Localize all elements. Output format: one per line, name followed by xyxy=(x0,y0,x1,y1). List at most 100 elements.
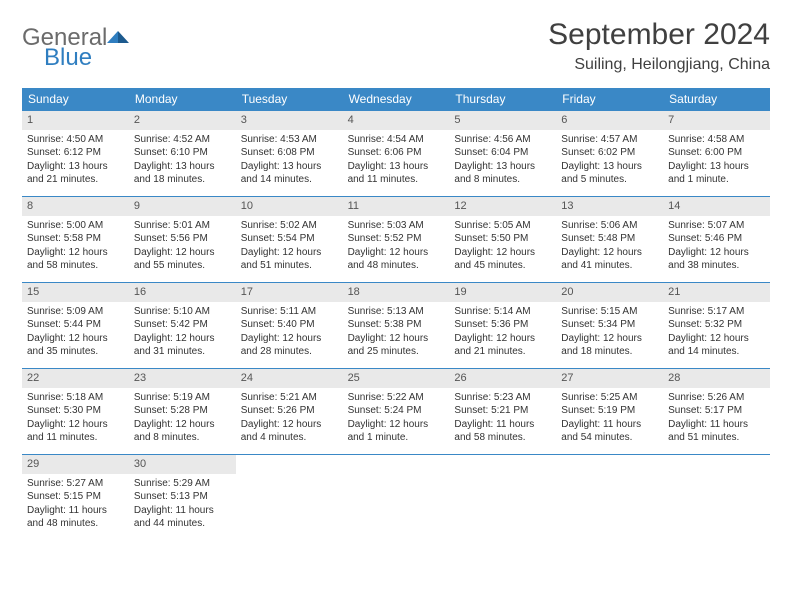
calendar-cell: 24Sunrise: 5:21 AMSunset: 5:26 PMDayligh… xyxy=(236,368,343,454)
sunset-text: Sunset: 5:30 PM xyxy=(27,404,124,418)
sunset-text: Sunset: 5:40 PM xyxy=(241,318,338,332)
sunset-text: Sunset: 5:24 PM xyxy=(348,404,445,418)
daylight-text: Daylight: 12 hours and 45 minutes. xyxy=(454,246,551,273)
daylight-text: Daylight: 13 hours and 14 minutes. xyxy=(241,160,338,187)
location: Suiling, Heilongjiang, China xyxy=(548,56,770,74)
sunrise-text: Sunrise: 4:57 AM xyxy=(561,133,658,147)
sunset-text: Sunset: 5:36 PM xyxy=(454,318,551,332)
sunset-text: Sunset: 5:17 PM xyxy=(668,404,765,418)
day-number: 11 xyxy=(343,197,450,216)
sunset-text: Sunset: 5:58 PM xyxy=(27,232,124,246)
day-number: 28 xyxy=(663,369,770,388)
day-number: 6 xyxy=(556,111,663,130)
daylight-text: Daylight: 12 hours and 11 minutes. xyxy=(27,418,124,445)
sunset-text: Sunset: 5:32 PM xyxy=(668,318,765,332)
day-number: 23 xyxy=(129,369,236,388)
daylight-text: Daylight: 11 hours and 58 minutes. xyxy=(454,418,551,445)
cell-body: Sunrise: 5:03 AMSunset: 5:52 PMDaylight:… xyxy=(343,218,450,279)
sunrise-text: Sunrise: 5:17 AM xyxy=(668,305,765,319)
day-number: 27 xyxy=(556,369,663,388)
cell-body: Sunrise: 5:23 AMSunset: 5:21 PMDaylight:… xyxy=(449,390,556,451)
sunrise-text: Sunrise: 5:27 AM xyxy=(27,477,124,491)
sunrise-text: Sunrise: 5:11 AM xyxy=(241,305,338,319)
sunset-text: Sunset: 5:21 PM xyxy=(454,404,551,418)
day-number: 20 xyxy=(556,283,663,302)
empty-cell xyxy=(449,454,556,540)
sunset-text: Sunset: 5:38 PM xyxy=(348,318,445,332)
calendar-cell: 23 Sunrise: 5:19 AMSunset: 5:28 PMDayligh… xyxy=(129,368,236,454)
day-number: 9 xyxy=(129,197,236,216)
day-number: 26 xyxy=(449,369,556,388)
day-number: 29 xyxy=(22,455,129,474)
sunrise-text: Sunrise: 5:05 AM xyxy=(454,219,551,233)
calendar-cell: 22Sunrise: 5:18 AMSunset: 5:30 PMDayligh… xyxy=(22,368,129,454)
sunrise-text: Sunrise: 5:26 AM xyxy=(668,391,765,405)
sunrise-text: Sunrise: 5:19 AM xyxy=(134,391,231,405)
daylight-text: Daylight: 11 hours and 54 minutes. xyxy=(561,418,658,445)
sunset-text: Sunset: 6:00 PM xyxy=(668,146,765,160)
day-number: 17 xyxy=(236,283,343,302)
day-number: 22 xyxy=(22,369,129,388)
daylight-text: Daylight: 12 hours and 1 minute. xyxy=(348,418,445,445)
sunrise-text: Sunrise: 5:10 AM xyxy=(134,305,231,319)
daylight-text: Daylight: 12 hours and 41 minutes. xyxy=(561,246,658,273)
calendar-cell: 6Sunrise: 4:57 AMSunset: 6:02 PMDaylight… xyxy=(556,110,663,196)
day-header: Friday xyxy=(556,88,663,110)
day-number: 15 xyxy=(22,283,129,302)
month-title: September 2024 xyxy=(548,18,770,52)
sunset-text: Sunset: 5:54 PM xyxy=(241,232,338,246)
sunset-text: Sunset: 5:50 PM xyxy=(454,232,551,246)
daylight-text: Daylight: 12 hours and 4 minutes. xyxy=(241,418,338,445)
sunset-text: Sunset: 6:08 PM xyxy=(241,146,338,160)
cell-body: Sunrise: 4:52 AMSunset: 6:10 PMDaylight:… xyxy=(129,132,236,193)
empty-cell xyxy=(556,454,663,540)
sunset-text: Sunset: 5:52 PM xyxy=(348,232,445,246)
day-header: Thursday xyxy=(449,88,556,110)
calendar-cell: 14Sunrise: 5:07 AMSunset: 5:46 PMDayligh… xyxy=(663,196,770,282)
calendar-cell: 28Sunrise: 5:26 AMSunset: 5:17 PMDayligh… xyxy=(663,368,770,454)
calendar-cell: 25Sunrise: 5:22 AMSunset: 5:24 PMDayligh… xyxy=(343,368,450,454)
sunrise-text: Sunrise: 5:22 AM xyxy=(348,391,445,405)
cell-body: Sunrise: 4:56 AMSunset: 6:04 PMDaylight:… xyxy=(449,132,556,193)
calendar-cell: 8Sunrise: 5:00 AMSunset: 5:58 PMDaylight… xyxy=(22,196,129,282)
daylight-text: Daylight: 13 hours and 5 minutes. xyxy=(561,160,658,187)
calendar-cell: 13Sunrise: 5:06 AMSunset: 5:48 PMDayligh… xyxy=(556,196,663,282)
day-number: 14 xyxy=(663,197,770,216)
sunrise-text: Sunrise: 5:13 AM xyxy=(348,305,445,319)
day-number: 18 xyxy=(343,283,450,302)
day-number: 4 xyxy=(343,111,450,130)
sunrise-text: Sunrise: 5:21 AM xyxy=(241,391,338,405)
cell-body: Sunrise: 5:27 AMSunset: 5:15 PMDaylight:… xyxy=(22,476,129,537)
day-number: 5 xyxy=(449,111,556,130)
calendar-cell: 21Sunrise: 5:17 AMSunset: 5:32 PMDayligh… xyxy=(663,282,770,368)
sunrise-text: Sunrise: 4:56 AM xyxy=(454,133,551,147)
day-number: 30 xyxy=(129,455,236,474)
calendar-cell: 30Sunrise: 5:29 AMSunset: 5:13 PMDayligh… xyxy=(129,454,236,540)
sunset-text: Sunset: 5:44 PM xyxy=(27,318,124,332)
sunset-text: Sunset: 6:06 PM xyxy=(348,146,445,160)
daylight-text: Daylight: 12 hours and 31 minutes. xyxy=(134,332,231,359)
daylight-text: Daylight: 13 hours and 18 minutes. xyxy=(134,160,231,187)
daylight-text: Daylight: 12 hours and 38 minutes. xyxy=(668,246,765,273)
cell-body: Sunrise: 5:11 AMSunset: 5:40 PMDaylight:… xyxy=(236,304,343,365)
sunrise-text: Sunrise: 5:00 AM xyxy=(27,219,124,233)
logo-blue-line: Blue xyxy=(44,44,92,72)
sunrise-text: Sunrise: 5:07 AM xyxy=(668,219,765,233)
sunset-text: Sunset: 5:56 PM xyxy=(134,232,231,246)
calendar-cell: 10Sunrise: 5:02 AMSunset: 5:54 PMDayligh… xyxy=(236,196,343,282)
sunrise-text: Sunrise: 5:25 AM xyxy=(561,391,658,405)
calendar-cell: 20 Sunrise: 5:15 AMSunset: 5:34 PMDayligh… xyxy=(556,282,663,368)
daylight-text: Daylight: 12 hours and 18 minutes. xyxy=(561,332,658,359)
sunrise-text: Sunrise: 5:01 AM xyxy=(134,219,231,233)
sunset-text: Sunset: 5:42 PM xyxy=(134,318,231,332)
sunset-text: Sunset: 5:28 PM xyxy=(134,404,231,418)
sunrise-text: Sunrise: 4:52 AM xyxy=(134,133,231,147)
sunset-text: Sunset: 5:48 PM xyxy=(561,232,658,246)
daylight-text: Daylight: 12 hours and 48 minutes. xyxy=(348,246,445,273)
calendar-cell: 18Sunrise: 5:13 AMSunset: 5:38 PMDayligh… xyxy=(343,282,450,368)
daylight-text: Daylight: 12 hours and 8 minutes. xyxy=(134,418,231,445)
cell-body: Sunrise: 5:09 AMSunset: 5:44 PMDaylight:… xyxy=(22,304,129,365)
cell-body: Sunrise: 5:01 AMSunset: 5:56 PMDaylight:… xyxy=(129,218,236,279)
daylight-text: Daylight: 11 hours and 44 minutes. xyxy=(134,504,231,531)
cell-body: Sunrise: 5:15 AMSunset: 5:34 PMDaylight:… xyxy=(556,304,663,365)
